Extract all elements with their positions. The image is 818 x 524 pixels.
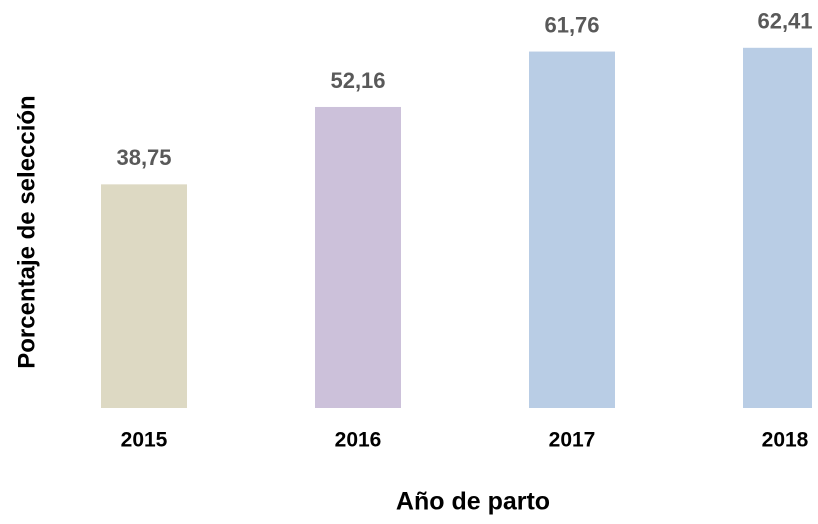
x-tick-label: 2018 (762, 429, 809, 452)
value-label: 61,76 (544, 12, 599, 37)
value-label: 38,75 (116, 145, 171, 170)
value-label: 62,41 (757, 9, 812, 34)
bar (743, 47, 812, 408)
x-tick-label: 2016 (335, 429, 382, 452)
x-axis-title: Año de parto (396, 488, 550, 516)
bar (315, 106, 401, 409)
x-tick-label: 2015 (121, 429, 168, 452)
bar (529, 51, 615, 408)
x-tick-label: 2017 (549, 429, 596, 452)
bar (101, 184, 187, 408)
y-axis-title: Porcentaje de selección (13, 95, 40, 368)
value-label: 52,16 (330, 68, 385, 93)
